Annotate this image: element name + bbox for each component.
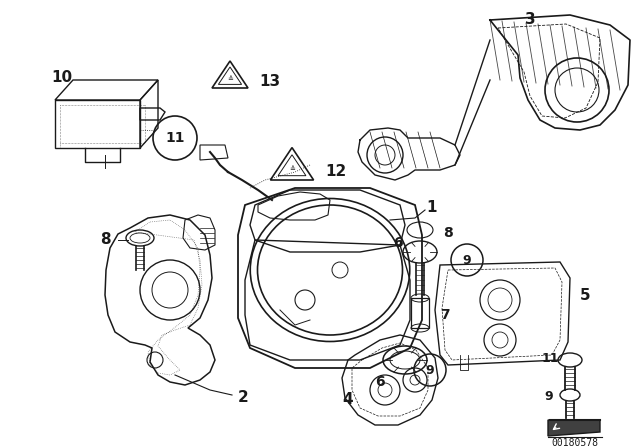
Text: ≙: ≙ [227,76,233,82]
Text: 8: 8 [100,233,110,247]
Text: 11: 11 [541,352,559,365]
Text: 4: 4 [342,392,353,408]
Text: 9: 9 [426,363,435,376]
Bar [411,298,429,328]
Text: 3: 3 [525,13,535,27]
Text: 1: 1 [427,199,437,215]
Text: ≙: ≙ [289,166,295,172]
Text: 2: 2 [237,389,248,405]
Text: 9: 9 [545,389,554,402]
Text: 9: 9 [463,254,471,267]
Text: 7: 7 [440,308,450,322]
Text: 5: 5 [580,288,590,302]
Polygon shape [548,420,600,436]
Text: 13: 13 [259,74,280,90]
Text: 12: 12 [325,164,347,180]
Text: 6: 6 [375,375,385,389]
Text: 10: 10 [51,70,72,86]
Text: 8: 8 [443,226,453,240]
Text: 6: 6 [393,236,403,250]
Text: 00180578: 00180578 [552,438,598,448]
Text: 11: 11 [165,131,185,145]
